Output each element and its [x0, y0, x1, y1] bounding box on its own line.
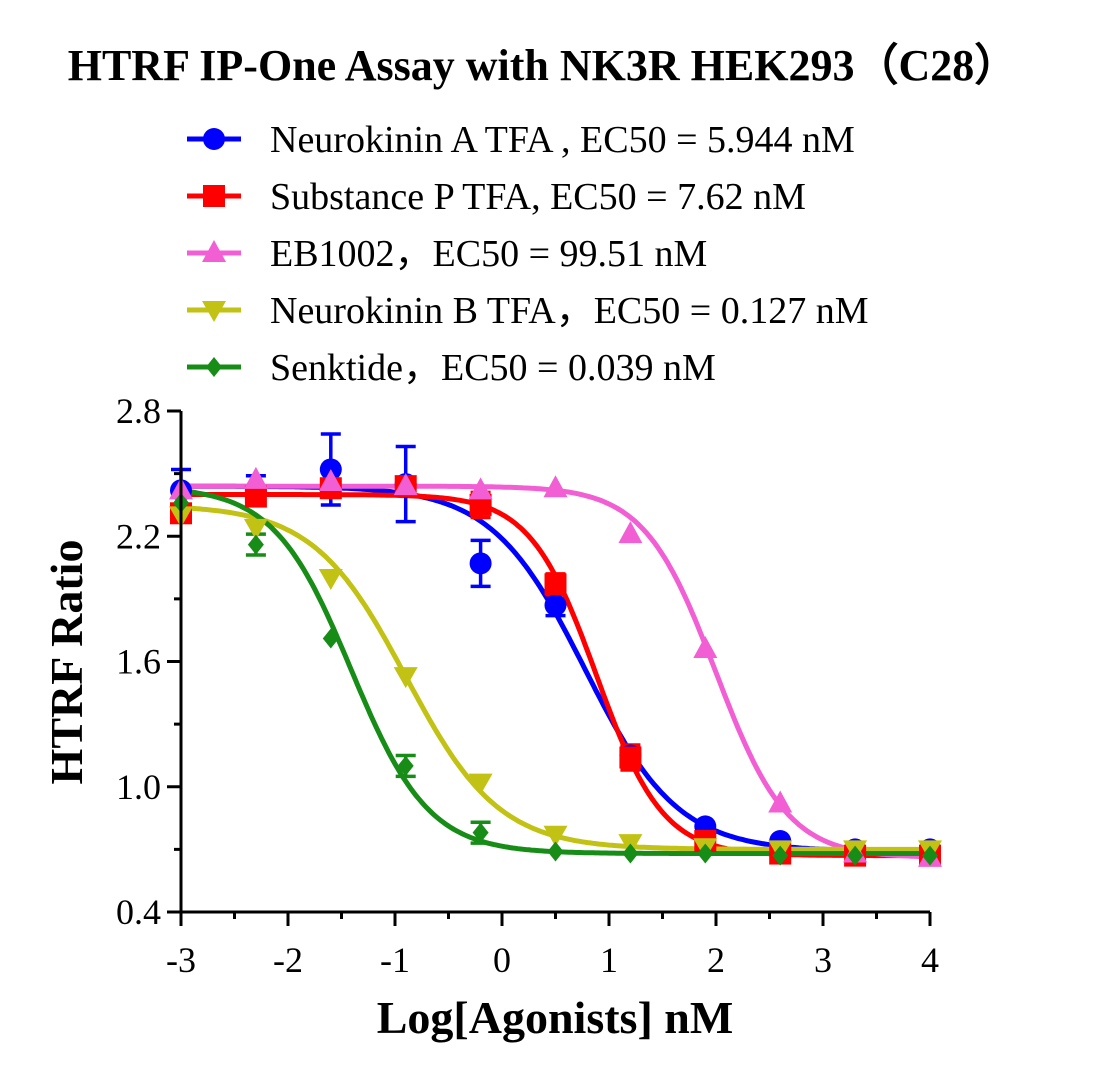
y-tick-label: 2.8 [116, 391, 161, 431]
data-point-series-4 [318, 569, 343, 590]
data-point-series-2 [544, 573, 567, 596]
data-point-series-3 [318, 468, 343, 491]
legend: Neurokinin A TFA , EC50 = 5.944 nM Substa… [187, 119, 868, 389]
data-point-series-5 [922, 845, 938, 866]
data-point-series-5 [322, 628, 339, 649]
data-point-series-3 [768, 790, 793, 813]
x-tick-label: -1 [380, 940, 410, 980]
y-tick-label: 2.2 [116, 516, 161, 556]
x-tick-label: 0 [493, 940, 511, 980]
y-axis-label: HTRF Ratio [41, 540, 92, 785]
legend-marker [206, 357, 222, 377]
x-tick-label: 4 [921, 940, 939, 980]
data-point-series-5 [622, 843, 639, 864]
data-point-series-5 [847, 845, 864, 866]
x-tick-label: 3 [814, 940, 832, 980]
x-axis-label: Log[Agonists] nM [377, 992, 734, 1043]
data-point-series-4 [243, 518, 268, 540]
fit-curve-series-2 [181, 492, 930, 859]
data-points [169, 458, 942, 867]
data-point-series-2 [619, 746, 642, 769]
legend-label: EB1002，EC50 = 99.51 nM [270, 233, 707, 275]
x-tick-label: 1 [600, 940, 618, 980]
x-tick-label: 2 [707, 940, 725, 980]
data-point-series-4 [543, 825, 568, 847]
data-point-series-5 [247, 534, 264, 555]
data-point-series-5 [397, 755, 414, 776]
chart-title: HTRF IP-One Assay with NK3R HEK293（C28） [68, 41, 1019, 90]
data-point-series-2 [469, 493, 492, 516]
legend-marker [203, 185, 225, 207]
data-point-series-5 [697, 843, 714, 864]
data-point-series-1 [469, 552, 492, 575]
data-point-series-3 [243, 466, 268, 489]
fit-curve-series-1 [181, 483, 930, 854]
data-point-series-3 [618, 521, 643, 544]
legend-marker [203, 128, 225, 150]
x-tick-label: -2 [273, 940, 303, 980]
legend-label: Neurokinin A TFA , EC50 = 5.944 nM [270, 119, 855, 161]
data-point-series-3 [393, 473, 418, 496]
data-point-series-3 [468, 477, 493, 500]
data-point-series-4 [393, 667, 418, 689]
legend-marker [202, 301, 226, 322]
legend-label: Substance P TFA, EC50 = 7.62 nM [270, 176, 806, 218]
data-point-series-2 [244, 485, 267, 508]
x-ticks: -3 -2 -1 0 1 2 3 4 [166, 912, 939, 980]
y-ticks: 0.4 1.0 1.6 2.2 2.8 [116, 391, 181, 932]
fit-curve-series-5 [180, 488, 930, 856]
data-point-series-3 [543, 475, 568, 498]
fit-curves [180, 483, 931, 860]
fit-curve-series-3 [181, 483, 931, 860]
legend-label: Senktide，EC50 = 0.039 nM [270, 347, 716, 389]
data-point-series-5 [547, 841, 564, 862]
data-point-series-1 [544, 594, 567, 617]
y-tick-label: 0.4 [116, 892, 161, 932]
data-point-series-4 [468, 773, 493, 795]
legend-marker [202, 240, 226, 262]
y-tick-label: 1.6 [116, 642, 161, 682]
x-tick-label: -3 [166, 940, 196, 980]
data-point-series-5 [772, 845, 789, 866]
data-point-series-5 [472, 822, 489, 843]
fit-curve-series-4 [180, 505, 930, 852]
data-point-series-3 [693, 635, 718, 658]
y-tick-label: 1.0 [116, 767, 161, 807]
legend-label: Neurokinin B TFA，EC50 = 0.127 nM [270, 290, 868, 332]
axes: -3 -2 -1 0 1 2 3 4 0.4 1.0 1.6 2.2 2.8 [116, 391, 939, 980]
